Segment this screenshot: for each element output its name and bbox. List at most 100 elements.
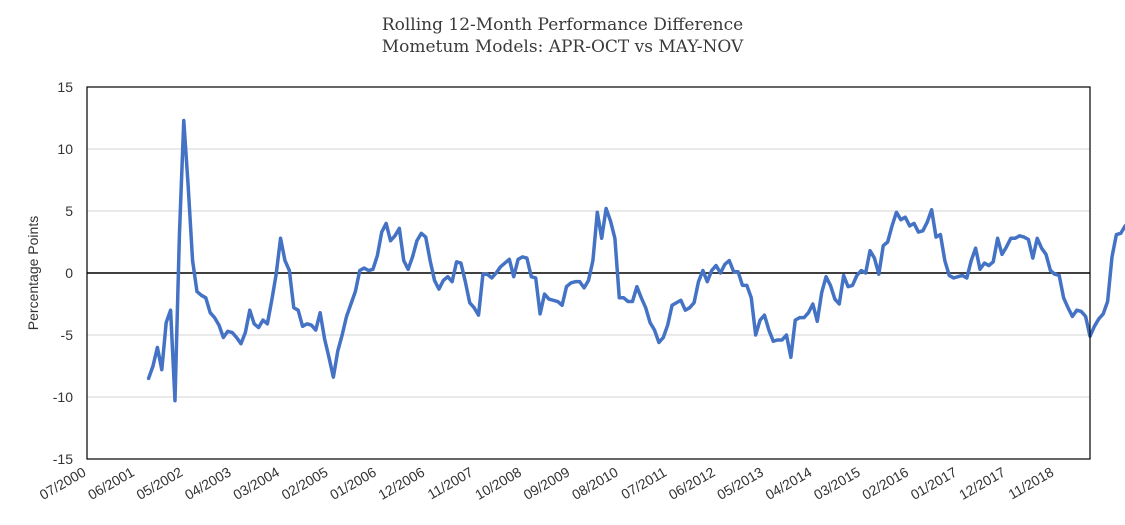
x-tick-label: 05/2002 [133,464,185,503]
data-point [944,260,946,262]
data-point [561,304,563,306]
data-point [741,284,744,286]
data-point [266,323,268,325]
data-point [693,302,695,304]
data-point [711,269,713,272]
data-point [1005,246,1008,248]
data-point [521,256,524,258]
x-tick-label: 11/2007 [425,464,476,503]
data-point [909,225,911,227]
data-point [1080,310,1082,313]
data-point [992,261,994,263]
data-point [882,245,884,247]
data-point [499,266,502,268]
data-point [1019,235,1021,237]
data-point [917,231,920,233]
data-point [244,331,246,334]
series-line [146,118,1125,403]
data-point [147,377,150,379]
data-point [988,264,990,267]
data-point [253,323,255,325]
data-point [631,300,634,303]
data-point [301,325,304,327]
data-point [442,279,444,282]
data-point [455,261,458,263]
data-point [1032,257,1034,259]
data-point [777,339,779,341]
data-point [376,255,378,257]
data-point [1049,269,1052,272]
y-tick-label: 5 [65,203,73,219]
plot-frame [86,86,1091,460]
data-point [697,281,700,283]
data-point [513,276,515,278]
data-point [750,297,752,299]
data-point [1115,233,1117,236]
data-point [477,314,480,316]
x-tick-label: 06/2012 [666,464,718,503]
data-point [178,235,180,237]
data-point [200,294,202,296]
data-point [746,284,748,286]
data-point [570,282,572,284]
data-point [601,237,603,239]
x-tick-label: 01/2017 [908,464,960,503]
data-point [433,279,436,282]
x-tick-label: 02/2005 [279,464,331,503]
data-point [205,297,207,299]
data-point [1054,273,1056,275]
x-tick-label: 12/2006 [375,464,427,503]
data-point [169,309,172,311]
data-point [262,319,264,321]
data-point [543,293,546,295]
data-point [429,260,431,262]
data-point [156,346,158,348]
data-point [895,211,898,213]
data-point [1067,307,1069,309]
data-point [605,207,607,210]
data-point [816,320,818,322]
data-point [653,329,656,331]
data-point [658,341,660,344]
data-point [851,284,854,286]
data-point [407,268,409,270]
data-point [966,277,968,279]
data-point [341,334,343,336]
data-point [807,312,810,314]
data-point [323,338,326,340]
data-point [271,299,273,301]
x-tick-label: 02/2016 [859,464,911,503]
data-point [213,317,216,319]
data-point [350,303,352,305]
data-point [1076,309,1078,311]
data-point [315,329,317,331]
data-point [931,209,933,211]
y-tick-label: -10 [53,389,73,405]
data-point [398,227,400,229]
data-point [627,300,629,303]
data-point [447,276,449,278]
data-point [939,233,942,236]
data-point [482,273,484,275]
data-point [420,232,422,234]
data-point [623,297,625,299]
data-point [161,369,163,371]
data-point [671,304,673,306]
data-point [768,329,770,331]
data-point [345,315,348,317]
x-tick-label: 08/2010 [569,464,621,503]
data-point [689,307,691,309]
data-point [614,237,616,239]
data-point [279,237,282,239]
y-axis-label: Percentage Points [25,216,41,330]
data-point [636,286,638,288]
data-point [1014,237,1016,239]
data-point [218,324,220,326]
x-tick-label: 10/2008 [472,464,524,503]
data-point [702,269,704,272]
x-tick-label: 04/2014 [763,464,815,503]
data-point [1041,247,1043,249]
data-point [772,340,774,342]
x-axis-ticks: 07/200006/200105/200204/200303/200402/20… [37,464,1057,503]
